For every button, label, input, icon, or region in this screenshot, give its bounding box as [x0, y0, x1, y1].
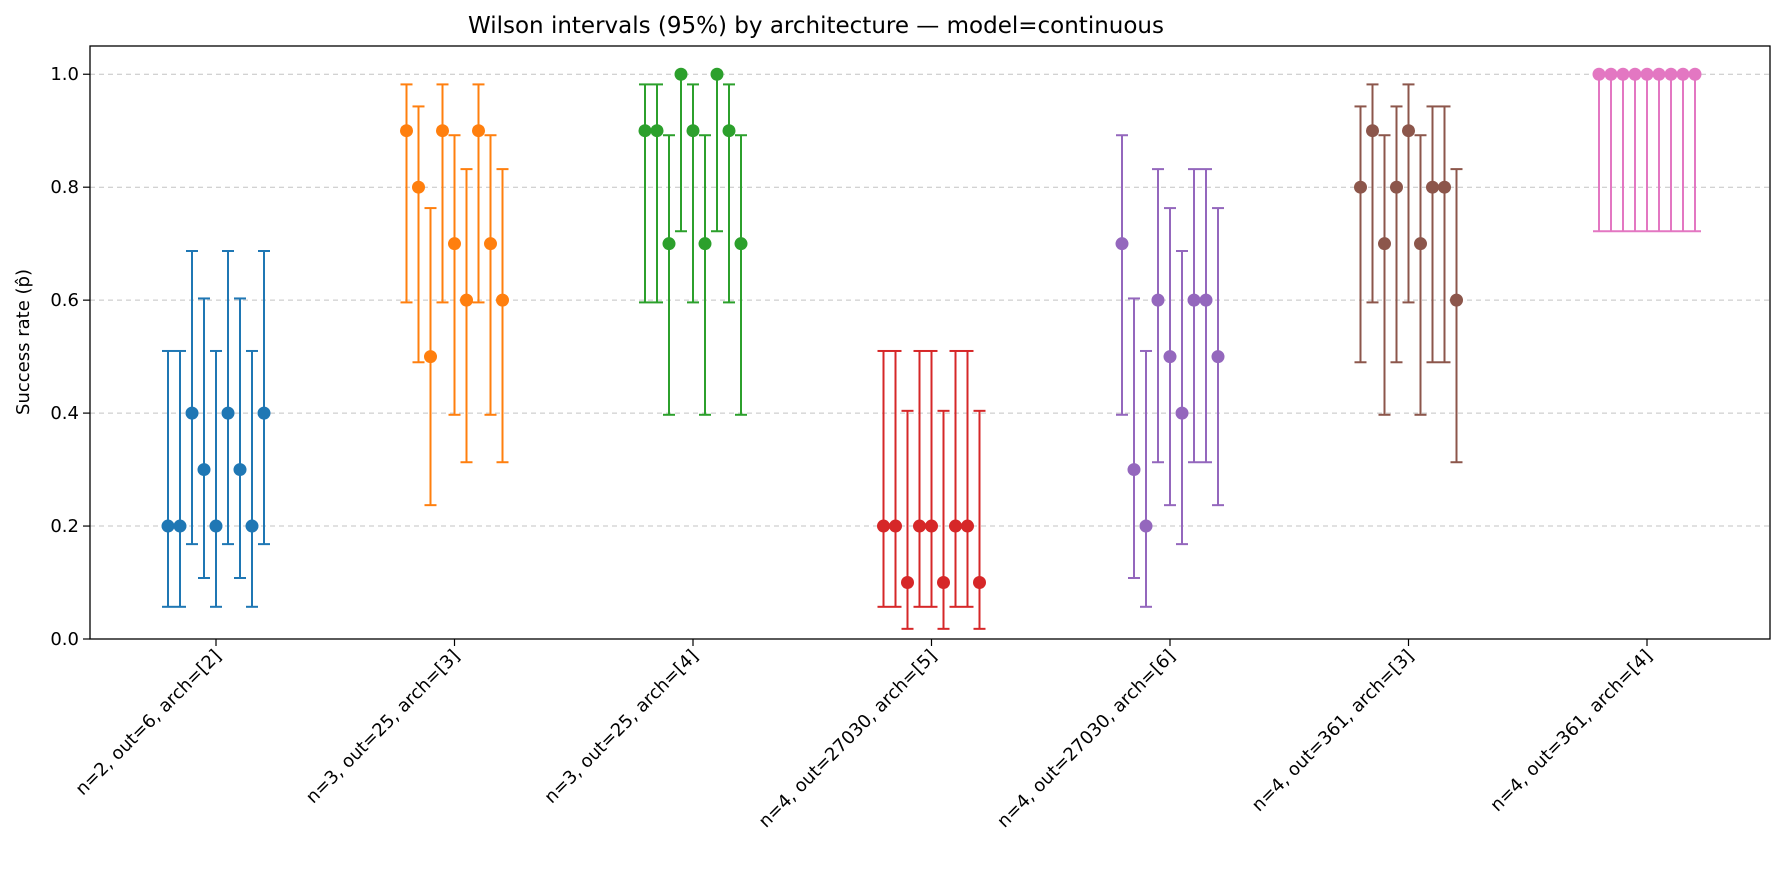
group-4	[877, 349, 986, 630]
y-tick-label: 0.4	[50, 403, 79, 424]
y-tick-label: 1.0	[50, 64, 79, 85]
data-point	[173, 519, 187, 533]
data-point	[1378, 237, 1391, 251]
data-point	[650, 124, 664, 138]
data-point	[472, 124, 485, 138]
plot-frame	[89, 45, 1771, 640]
data-point	[496, 293, 509, 307]
data-point	[937, 576, 950, 590]
data-point	[1390, 180, 1403, 194]
data-point	[1187, 293, 1201, 307]
data-point	[460, 293, 473, 307]
data-point	[710, 67, 724, 81]
data-point	[1450, 293, 1463, 307]
data-point	[221, 406, 235, 420]
data-point	[209, 519, 223, 533]
data-point	[185, 406, 199, 420]
data-point	[1414, 237, 1427, 251]
data-point	[424, 350, 437, 364]
data-point	[197, 463, 211, 477]
data-point	[1664, 67, 1678, 81]
data-point	[233, 463, 247, 477]
data-point	[436, 124, 449, 138]
data-point	[1354, 180, 1367, 194]
chart-title: Wilson intervals (95%) by architecture —…	[468, 13, 1164, 39]
data-point	[901, 576, 914, 590]
group-1	[161, 250, 271, 608]
data-point	[1127, 463, 1141, 477]
data-point	[913, 519, 926, 533]
data-point	[674, 67, 688, 81]
data-point	[973, 576, 986, 590]
data-point	[949, 519, 962, 533]
y-axis: 0.0 0.2 0.4 0.6 0.8 1.0	[50, 64, 90, 650]
data-point	[1676, 67, 1690, 81]
data-point	[1616, 67, 1630, 81]
data-point	[1592, 67, 1606, 81]
data-point	[245, 519, 259, 533]
data-point	[1211, 350, 1225, 364]
group-2	[400, 83, 509, 507]
y-tick-label: 0.6	[50, 290, 79, 311]
data-point	[1628, 67, 1642, 81]
data-point	[484, 237, 497, 251]
data-point	[961, 519, 974, 533]
data-point	[257, 406, 271, 420]
data-point	[925, 519, 938, 533]
data-point	[412, 180, 425, 194]
data-point	[638, 124, 652, 138]
data-point	[1652, 67, 1666, 81]
data-point	[1604, 67, 1618, 81]
plot-marks	[161, 67, 1702, 630]
data-point	[1139, 519, 1153, 533]
y-tick-label: 0.8	[50, 177, 79, 198]
data-point	[1426, 180, 1439, 194]
data-point	[889, 519, 902, 533]
group-7	[1592, 67, 1702, 233]
data-point	[722, 124, 736, 138]
data-point	[448, 237, 461, 251]
data-point	[1640, 67, 1654, 81]
y-axis-label: Success rate (p̂)	[13, 269, 34, 415]
data-point	[1688, 67, 1702, 81]
data-point	[686, 124, 700, 138]
data-point	[1115, 237, 1129, 251]
data-point	[662, 237, 676, 251]
data-point	[1163, 350, 1177, 364]
data-point	[1402, 124, 1415, 138]
data-point	[1199, 293, 1213, 307]
y-tick-label: 0.0	[50, 629, 79, 650]
data-point	[1438, 180, 1451, 194]
data-point	[1175, 406, 1189, 420]
data-point	[1366, 124, 1379, 138]
data-point	[400, 124, 413, 138]
data-point	[734, 237, 748, 251]
group-6	[1354, 83, 1463, 464]
group-5	[1115, 134, 1225, 608]
group-3	[638, 67, 748, 416]
data-point	[161, 519, 175, 533]
data-point	[1151, 293, 1165, 307]
y-tick-label: 0.2	[50, 516, 79, 537]
data-point	[877, 519, 890, 533]
data-point	[698, 237, 712, 251]
